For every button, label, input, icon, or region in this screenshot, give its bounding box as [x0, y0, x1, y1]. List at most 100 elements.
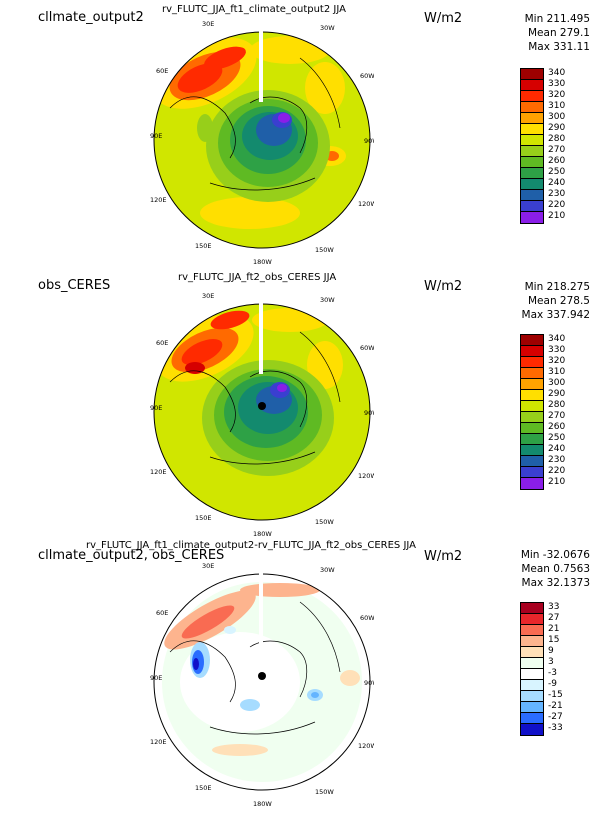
- colorbar-swatch: [521, 702, 543, 713]
- panel-center-title: rv_FLUTC_JJA_ft1_climate_output2 JJA: [162, 4, 346, 15]
- stat-mean: Mean 279.1: [527, 27, 590, 39]
- colorbar-swatch: [521, 423, 543, 434]
- colorbar-swatch: [521, 124, 543, 135]
- colorbar-tick-label: 15: [548, 635, 560, 645]
- colorbar-swatch: [521, 456, 543, 467]
- colorbar-tick-label: 270: [548, 145, 566, 155]
- panel-center-title: rv_FLUTC_JJA_ft1_climate_output2-rv_FLUT…: [86, 540, 417, 551]
- colorbar-tick-label: 210: [548, 477, 566, 487]
- colorbar-tick-label: 240: [548, 444, 566, 454]
- colorbar-swatch: [521, 357, 543, 368]
- colorbar-tick-label: -3: [548, 668, 557, 678]
- colorbar-swatch: [521, 91, 543, 102]
- polar-map: 30E 30W 60E 60W 90E 90W 120E 120W 150E 1…: [150, 20, 374, 266]
- colorbar-tick-label: 260: [548, 156, 566, 166]
- colorbar-tick-label: -33: [548, 723, 563, 733]
- colorbar-swatch: [521, 412, 543, 423]
- stats-box: Min 211.495 Mean 279.1 Max 331.11: [486, 12, 590, 54]
- colorbar-tick-label: 280: [548, 134, 566, 144]
- panel-model: cllmate_output2 rv_FLUTC_JJA_ft1_climate…: [0, 0, 606, 270]
- colorbar-swatch: [521, 346, 543, 357]
- stat-mean: Mean 0.7563: [521, 563, 590, 575]
- colorbar-swatch: [521, 445, 543, 456]
- colorbar-tick-label: 320: [548, 356, 566, 366]
- units-label: W/m2: [424, 279, 463, 294]
- colorbar-swatch: [521, 467, 543, 478]
- colorbar-swatch: [521, 135, 543, 146]
- lon-label: 30E: [202, 562, 214, 570]
- colorbar-swatch: [521, 379, 543, 390]
- lon-label: 120W: [358, 472, 374, 480]
- colorbar-swatch: [521, 478, 543, 489]
- lon-label: 90E: [150, 132, 162, 140]
- lon-label: 120E: [150, 196, 167, 204]
- colorbar-swatch: [521, 80, 543, 91]
- colorbar-swatch: [521, 603, 543, 614]
- lon-label: 150E: [195, 242, 212, 250]
- lon-label: 150W: [315, 788, 334, 796]
- stat-mean: Mean 278.5: [527, 295, 590, 307]
- colorbar-swatch: [521, 647, 543, 658]
- colorbar-swatch: [521, 102, 543, 113]
- colorbar-tick-label: 240: [548, 178, 566, 188]
- colorbar-tick-label: 230: [548, 455, 566, 465]
- colorbar-tick-label: 27: [548, 613, 560, 623]
- colorbar: 33 27 21 15 9 3 -3 -9 -15 -21 -27 -33: [520, 602, 563, 736]
- colorbar-swatch: [521, 636, 543, 647]
- colorbar-swatch: [521, 168, 543, 179]
- lon-label: 90W: [364, 409, 374, 417]
- stat-max: Max 331.11: [528, 41, 590, 53]
- units-label: W/m2: [424, 549, 463, 564]
- colorbar-tick-label: 210: [548, 211, 566, 221]
- colorbar-swatch: [521, 212, 543, 223]
- colorbar-tick-label: 340: [548, 334, 566, 344]
- colorbar-tick-label: 310: [548, 101, 566, 111]
- colorbar-tick-label: 220: [548, 200, 566, 210]
- colorbar-swatch: [521, 625, 543, 636]
- panel-observation: obs_CERES rv_FLUTC_JJA_ft2_obs_CERES JJA…: [0, 270, 606, 540]
- lon-label: 120E: [150, 468, 167, 476]
- colorbar-tick-label: 290: [548, 123, 566, 133]
- lon-label: 90E: [150, 674, 162, 682]
- colorbar-tick-label: -9: [548, 679, 557, 689]
- colorbar-swatch: [521, 157, 543, 168]
- colorbar-swatch: [521, 669, 543, 680]
- colorbar-swatch: [521, 190, 543, 201]
- stats-box: Min 218.275 Mean 278.5 Max 337.942: [486, 280, 590, 322]
- lon-label: 30E: [202, 292, 214, 300]
- panel-center-title: rv_FLUTC_JJA_ft2_obs_CERES JJA: [178, 272, 337, 283]
- colorbar-swatch: [521, 335, 543, 346]
- lon-label: 180W: [253, 800, 272, 808]
- lon-label: 30W: [320, 566, 335, 574]
- colorbar-tick-label: 3: [548, 657, 554, 667]
- lon-label: 90W: [364, 679, 374, 687]
- lon-label: 30W: [320, 24, 335, 32]
- stat-max: Max 337.942: [521, 309, 590, 321]
- stat-min: Min -32.0676: [520, 549, 590, 561]
- colorbar-tick-label: 220: [548, 466, 566, 476]
- lon-label: 150W: [315, 246, 334, 254]
- lon-label: 180W: [253, 258, 272, 266]
- colorbar-swatch: [521, 680, 543, 691]
- colorbar-tick-label: 270: [548, 411, 566, 421]
- colorbar-tick-label: 290: [548, 389, 566, 399]
- colorbar-tick-label: 250: [548, 433, 566, 443]
- lon-label: 150W: [315, 518, 334, 526]
- colorbar-tick-label: 260: [548, 422, 566, 432]
- colorbar-swatch: [521, 113, 543, 124]
- lon-label: 60E: [156, 339, 168, 347]
- colorbar-swatch: [521, 713, 543, 724]
- panel-difference: cllmate_output2, obs_CERES rv_FLUTC_JJA_…: [0, 540, 606, 810]
- colorbar-swatch: [521, 401, 543, 412]
- colorbar: 340 330 320 310 300 290 280 270 260 250 240 230 220 2…: [520, 68, 565, 224]
- stat-max: Max 32.1373: [521, 577, 590, 589]
- polar-map: 30E 30W 60E 60W 90E 90W 120E 120W 150E 1…: [150, 562, 374, 808]
- colorbar-swatch: [521, 368, 543, 379]
- colorbar-swatch: [521, 201, 543, 212]
- colorbar-tick-label: 300: [548, 112, 566, 122]
- colorbar-tick-label: 340: [548, 68, 566, 78]
- polar-map: 30E 30W 60E 60W 90E 90W 120E 120W 150E 1…: [150, 292, 374, 538]
- colorbar-tick-label: 330: [548, 345, 566, 355]
- colorbar-tick-label: 330: [548, 79, 566, 89]
- colorbar-swatch: [521, 146, 543, 157]
